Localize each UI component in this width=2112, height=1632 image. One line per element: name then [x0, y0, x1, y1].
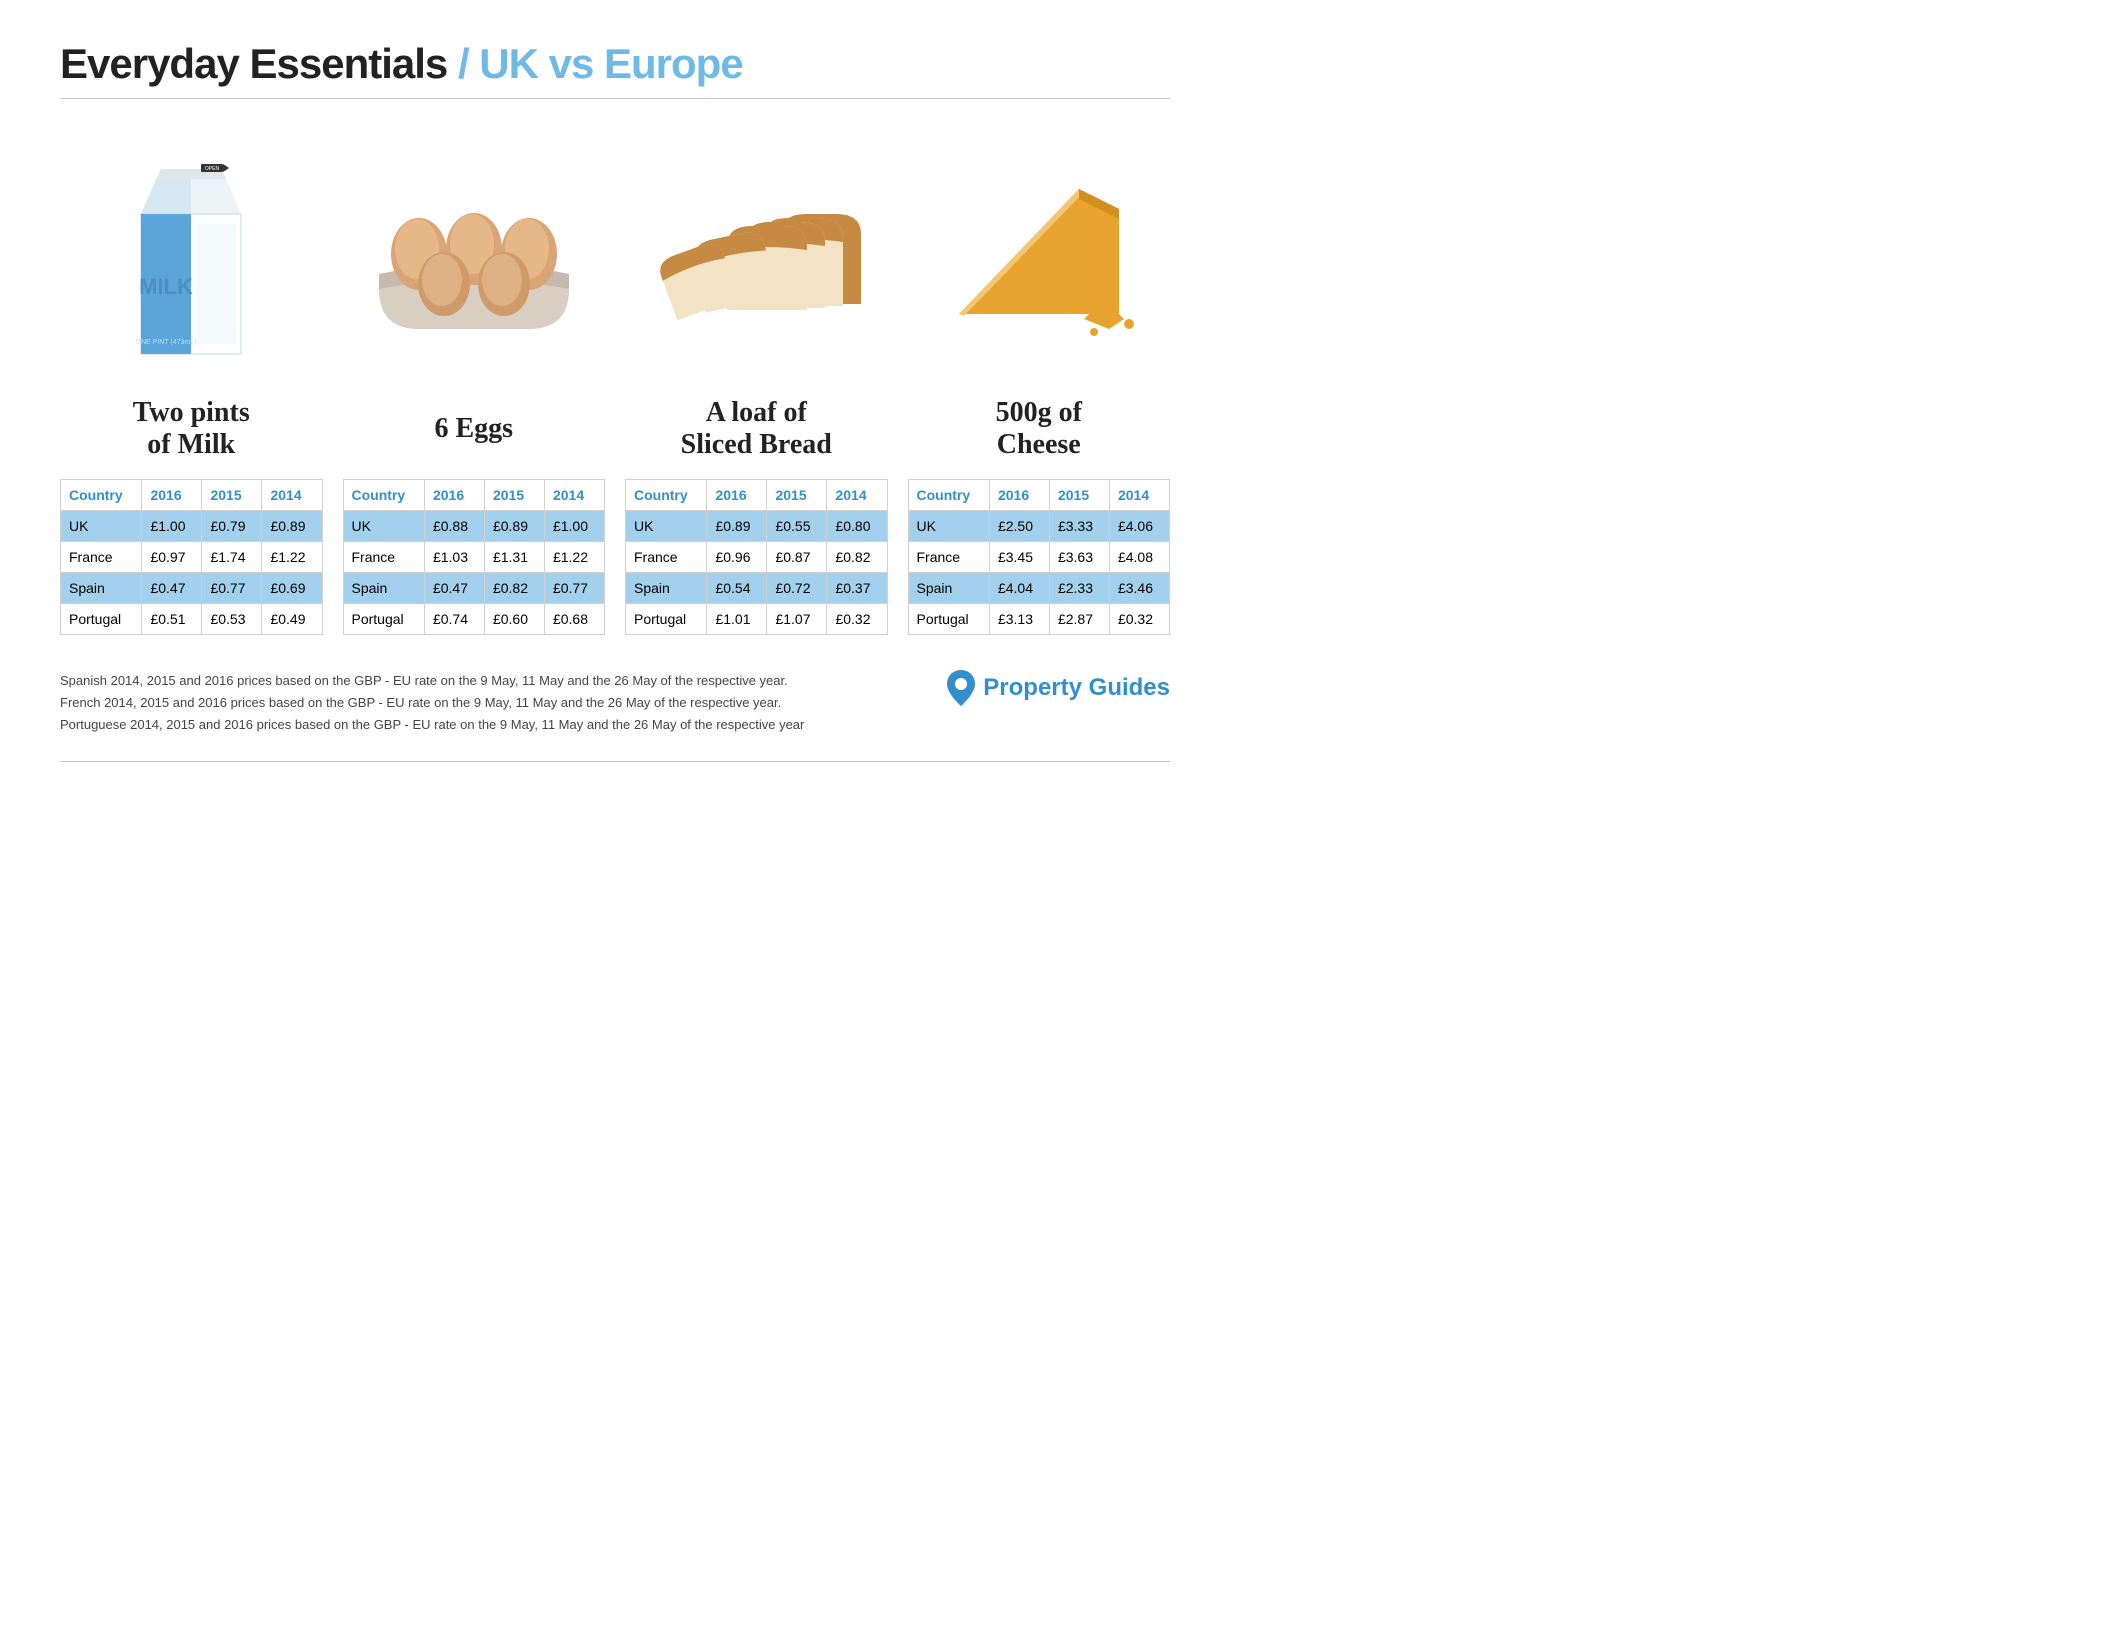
- milk-icon: MILK ONE PINT (473mL) OPEN: [60, 149, 323, 369]
- col-header: 2016: [707, 480, 767, 511]
- col-header: Country: [61, 480, 142, 511]
- col-header: Country: [908, 480, 989, 511]
- col-header: 2014: [1109, 480, 1169, 511]
- table-row: UK£0.88£0.89£1.00: [343, 511, 605, 542]
- title-part2: UK vs Europe: [479, 40, 742, 87]
- title-part1: Everyday Essentials: [60, 40, 447, 87]
- svg-text:MILK: MILK: [139, 274, 193, 299]
- col-header: Country: [626, 480, 707, 511]
- item-title: 6 Eggs: [434, 394, 513, 464]
- item-title: 500g ofCheese: [996, 394, 1082, 464]
- table-row: France£1.03£1.31£1.22: [343, 542, 605, 573]
- col-header: Country: [343, 480, 424, 511]
- cheese-icon: [908, 149, 1171, 369]
- price-table-bread: Country 2016 2015 2014 UK£0.89£0.55£0.80…: [625, 479, 888, 635]
- item-title: Two pintsof Milk: [133, 394, 250, 464]
- table-row: Portugal£3.13£2.87£0.32: [908, 604, 1170, 635]
- svg-text:ONE PINT (473mL): ONE PINT (473mL): [136, 339, 197, 346]
- table-row: UK£0.89£0.55£0.80: [626, 511, 888, 542]
- item-column-milk: MILK ONE PINT (473mL) OPEN Two pintsof M…: [60, 149, 323, 635]
- price-table-eggs: Country 2016 2015 2014 UK£0.88£0.89£1.00…: [343, 479, 606, 635]
- price-table-cheese: Country 2016 2015 2014 UK£2.50£3.33£4.06…: [908, 479, 1171, 635]
- col-header: 2014: [544, 480, 604, 511]
- items-grid: MILK ONE PINT (473mL) OPEN Two pintsof M…: [60, 149, 1170, 635]
- table-row: Portugal£0.74£0.60£0.68: [343, 604, 605, 635]
- table-row: UK£2.50£3.33£4.06: [908, 511, 1170, 542]
- table-row: France£0.97£1.74£1.22: [61, 542, 323, 573]
- title-slash: /: [458, 40, 469, 87]
- table-row: Spain£4.04£2.33£3.46: [908, 573, 1170, 604]
- footnotes: Spanish 2014, 2015 and 2016 prices based…: [60, 670, 804, 736]
- table-row: Spain£0.47£0.77£0.69: [61, 573, 323, 604]
- table-row: France£0.96£0.87£0.82: [626, 542, 888, 573]
- brand-text: Property Guides: [983, 674, 1170, 702]
- table-row: Portugal£1.01£1.07£0.32: [626, 604, 888, 635]
- col-header: 2014: [262, 480, 322, 511]
- col-header: 2015: [767, 480, 827, 511]
- col-header: 2014: [827, 480, 887, 511]
- footnote-line: Portuguese 2014, 2015 and 2016 prices ba…: [60, 714, 804, 736]
- col-header: 2015: [1049, 480, 1109, 511]
- table-row: UK£1.00£0.79£0.89: [61, 511, 323, 542]
- svg-text:OPEN: OPEN: [205, 166, 220, 172]
- eggs-icon: [343, 149, 606, 369]
- page-title: Everyday Essentials / UK vs Europe: [60, 40, 1170, 99]
- item-column-cheese: 500g ofCheese Country 2016 2015 2014 UK£…: [908, 149, 1171, 635]
- table-row: Portugal£0.51£0.53£0.49: [61, 604, 323, 635]
- col-header: 2015: [484, 480, 544, 511]
- table-row: France£3.45£3.63£4.08: [908, 542, 1170, 573]
- footer: Spanish 2014, 2015 and 2016 prices based…: [60, 670, 1170, 762]
- table-row: Spain£0.54£0.72£0.37: [626, 573, 888, 604]
- item-title: A loaf ofSliced Bread: [681, 394, 832, 464]
- table-row: Spain£0.47£0.82£0.77: [343, 573, 605, 604]
- col-header: 2016: [142, 480, 202, 511]
- item-column-eggs: 6 Eggs Country 2016 2015 2014 UK£0.88£0.…: [343, 149, 606, 635]
- brand-logo: Property Guides: [947, 670, 1170, 706]
- bread-icon: [625, 149, 888, 369]
- col-header: 2016: [424, 480, 484, 511]
- map-pin-icon: [947, 670, 975, 706]
- item-column-bread: A loaf ofSliced Bread Country 2016 2015 …: [625, 149, 888, 635]
- col-header: 2015: [202, 480, 262, 511]
- footnote-line: French 2014, 2015 and 2016 prices based …: [60, 692, 804, 714]
- footnote-line: Spanish 2014, 2015 and 2016 prices based…: [60, 670, 804, 692]
- col-header: 2016: [989, 480, 1049, 511]
- price-table-milk: Country 2016 2015 2014 UK£1.00£0.79£0.89…: [60, 479, 323, 635]
